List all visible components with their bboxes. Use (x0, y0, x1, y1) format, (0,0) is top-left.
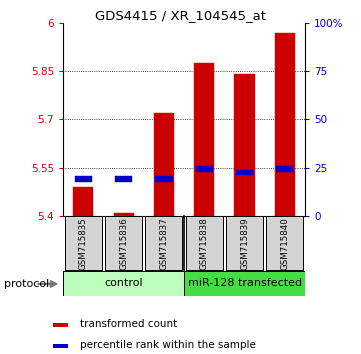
Bar (184, 271, 305, 296)
Bar (276, 166, 293, 172)
Text: GSM715837: GSM715837 (160, 217, 169, 270)
Bar (53, 344, 68, 348)
Bar (115, 176, 132, 182)
Bar (196, 166, 213, 172)
Bar (226, 217, 263, 270)
Bar (235, 74, 255, 216)
Bar (63, 271, 184, 296)
Bar (145, 217, 183, 270)
Bar (65, 217, 102, 270)
Text: miR-128 transfected: miR-128 transfected (187, 278, 302, 288)
Bar (53, 323, 68, 327)
Text: protocol: protocol (4, 279, 49, 289)
Bar (75, 176, 92, 182)
Bar (186, 217, 223, 270)
Bar (105, 217, 142, 270)
Bar (114, 213, 134, 216)
Bar (236, 170, 253, 176)
Text: control: control (104, 278, 143, 288)
Bar (155, 176, 173, 182)
Bar (275, 33, 295, 216)
Bar (266, 217, 304, 270)
Text: GDS4415 / XR_104545_at: GDS4415 / XR_104545_at (95, 9, 266, 22)
Text: percentile rank within the sample: percentile rank within the sample (80, 340, 256, 350)
Text: transformed count: transformed count (80, 319, 177, 329)
Bar (154, 113, 174, 216)
Text: GSM715836: GSM715836 (119, 217, 128, 270)
Bar (194, 63, 214, 216)
Text: GSM715838: GSM715838 (200, 217, 209, 270)
Bar (73, 187, 93, 216)
Text: GSM715839: GSM715839 (240, 217, 249, 270)
Text: GSM715840: GSM715840 (280, 217, 290, 270)
Text: GSM715835: GSM715835 (79, 217, 88, 270)
